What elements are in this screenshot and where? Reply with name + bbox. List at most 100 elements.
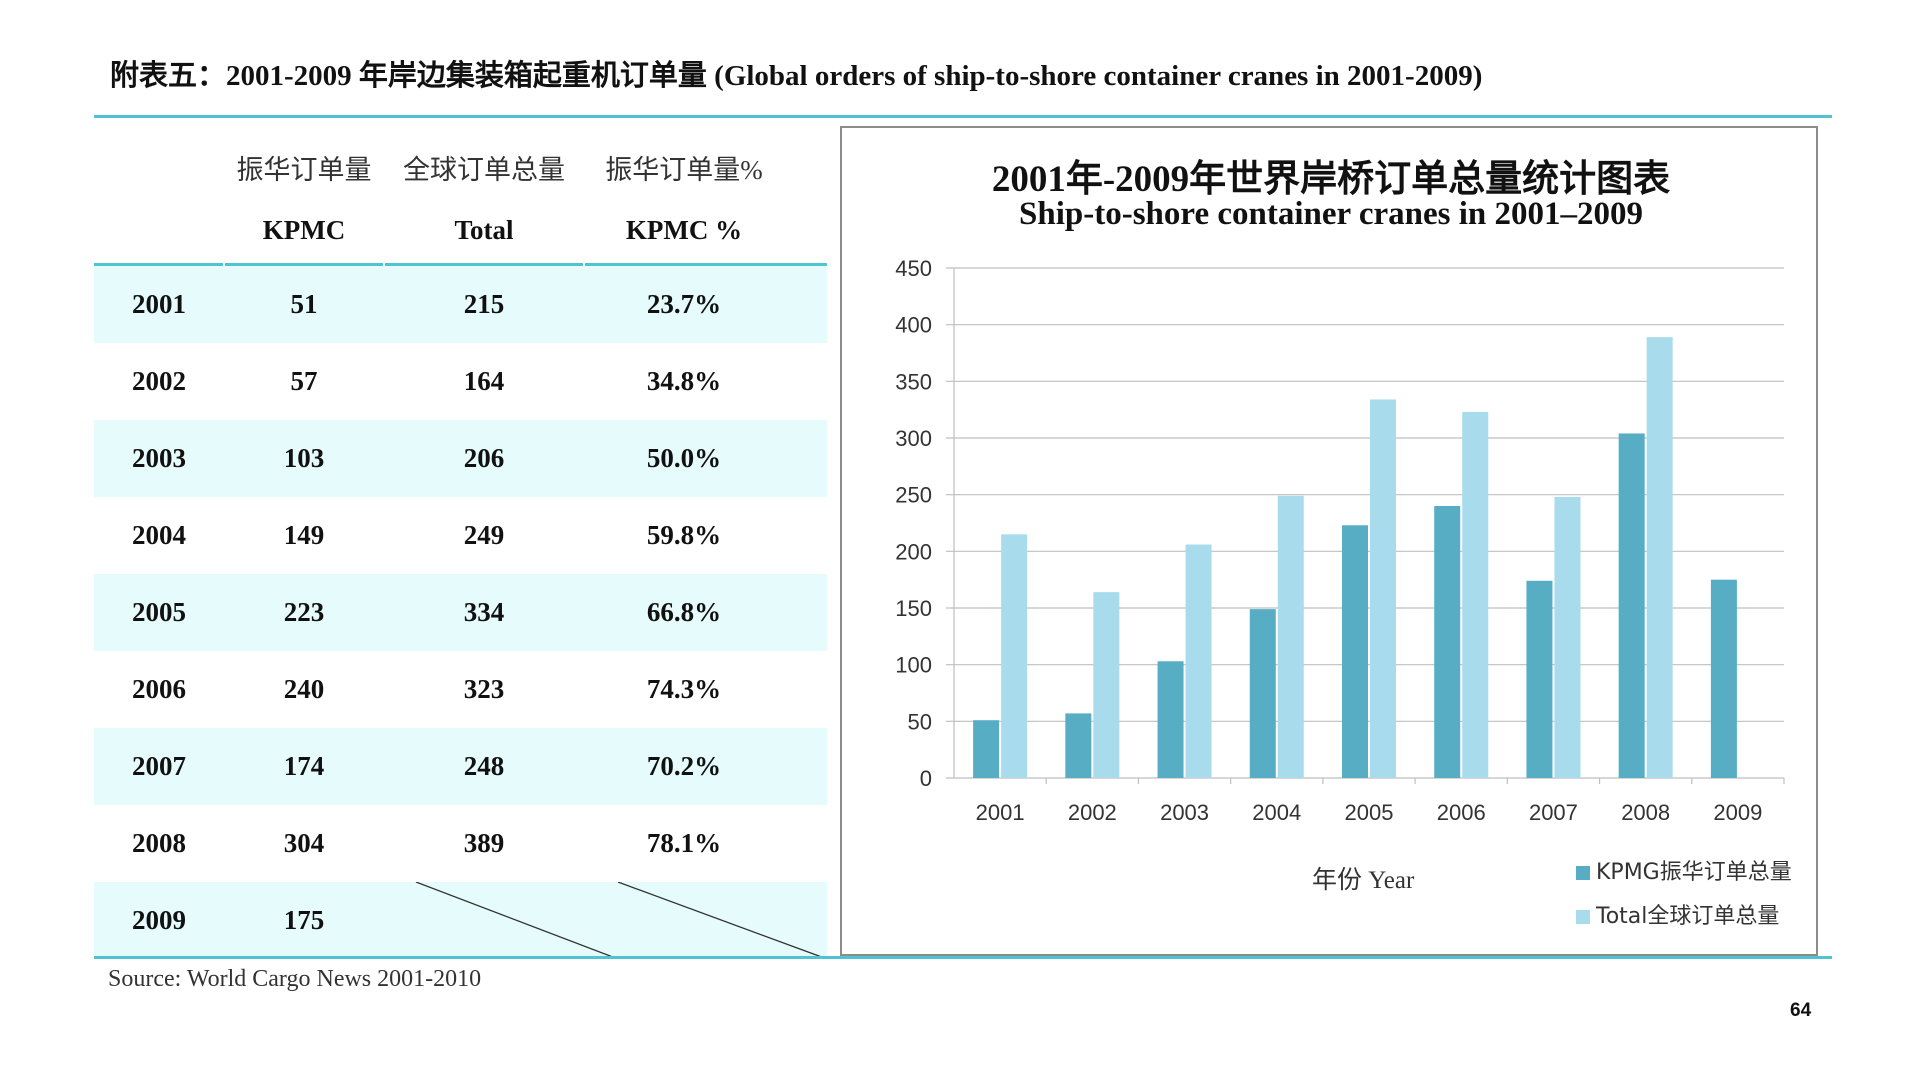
x-tick-label: 2006 bbox=[1437, 800, 1486, 825]
total-cell: 389 bbox=[463, 828, 505, 858]
pct-cell: 23.7% bbox=[646, 289, 722, 319]
pct-cell: 50.0% bbox=[646, 443, 722, 473]
page-number: 64 bbox=[1790, 1000, 1812, 1021]
x-tick-label: 2008 bbox=[1621, 800, 1670, 825]
y-tick-label: 400 bbox=[895, 313, 932, 338]
total-cell bbox=[384, 882, 584, 959]
x-tick-label: 2005 bbox=[1345, 800, 1394, 825]
y-tick-label: 250 bbox=[895, 483, 932, 508]
kpmc-cell: 174 bbox=[283, 751, 325, 781]
table-row: 2005 223 334 66.8% bbox=[94, 574, 827, 651]
bar-kpmc bbox=[1249, 609, 1276, 778]
y-tick-label: 200 bbox=[895, 539, 932, 564]
bar-total bbox=[1462, 411, 1489, 778]
chart-title: 2001年-2009年世界岸桥订单总量统计图表 bbox=[991, 159, 1671, 200]
total-cell: 249 bbox=[463, 520, 505, 550]
y-tick-label: 150 bbox=[895, 596, 932, 621]
bar-total bbox=[1277, 495, 1304, 778]
chart-subtitle: Ship-to-shore container cranes in 2001–2… bbox=[1019, 196, 1643, 232]
year-cell: 2006 bbox=[132, 674, 186, 704]
x-tick-label: 2004 bbox=[1252, 800, 1301, 825]
legend-swatch-kpmc bbox=[1576, 866, 1590, 880]
bar-kpmc bbox=[973, 720, 1000, 778]
y-tick-label: 300 bbox=[895, 426, 932, 451]
table-row: 2007 174 248 70.2% bbox=[94, 728, 827, 805]
pct-cell bbox=[584, 882, 784, 959]
header-kpmc-zh: 振华订单量 bbox=[236, 155, 372, 185]
pct-cell: 78.1% bbox=[646, 828, 722, 858]
y-tick-label: 450 bbox=[895, 256, 932, 281]
kpmc-cell: 240 bbox=[283, 674, 325, 704]
bar-kpmc bbox=[1434, 506, 1461, 778]
pct-cell: 59.8% bbox=[646, 520, 722, 550]
legend-swatch-total bbox=[1576, 910, 1590, 924]
table-row: 2008 304 389 78.1% bbox=[94, 805, 827, 882]
table-row: 2002 57 164 34.8% bbox=[94, 343, 827, 420]
kpmc-cell: 51 bbox=[290, 289, 318, 319]
bar-kpmc bbox=[1342, 525, 1368, 778]
year-cell: 2003 bbox=[132, 443, 186, 473]
source-note: Source: World Cargo News 2001-2010 bbox=[108, 966, 482, 992]
pct-cell: 66.8% bbox=[646, 597, 722, 627]
kpmc-cell: 149 bbox=[283, 520, 325, 550]
year-cell: 2004 bbox=[132, 520, 186, 550]
kpmc-cell: 57 bbox=[290, 366, 318, 396]
bar-total bbox=[1554, 496, 1581, 778]
x-axis-title: 年份 Year bbox=[1312, 867, 1415, 894]
year-cell: 2007 bbox=[132, 751, 186, 781]
chart-panel: 2001年-2009年世界岸桥订单总量统计图表 Ship-to-shore co… bbox=[840, 126, 1818, 956]
total-cell: 323 bbox=[463, 674, 505, 704]
kpmc-cell: 304 bbox=[283, 828, 325, 858]
total-cell: 206 bbox=[463, 443, 505, 473]
bar-total bbox=[1185, 544, 1212, 778]
bar-kpmc bbox=[1526, 580, 1553, 778]
year-cell: 2002 bbox=[132, 366, 186, 396]
bar-kpmc bbox=[1618, 433, 1645, 778]
table-row: 2001 51 215 23.7% bbox=[94, 266, 827, 343]
kpmc-cell: 223 bbox=[283, 597, 325, 627]
bar-total bbox=[1093, 592, 1120, 778]
total-cell: 164 bbox=[463, 366, 505, 396]
legend-label-total: Total全球订单总量 bbox=[1596, 904, 1780, 929]
header-total: Total bbox=[454, 215, 514, 245]
kpmc-cell: 103 bbox=[283, 443, 325, 473]
table-header-row-chinese: 振华订单量 全球订单总量 振华订单量% bbox=[94, 140, 827, 200]
bar-kpmc bbox=[1710, 579, 1737, 778]
header-kpmc: KPMC bbox=[262, 215, 346, 245]
page-title: 附表五：2001-2009 年岸边集装箱起重机订单量 (Global order… bbox=[110, 60, 1483, 92]
total-cell: 215 bbox=[463, 289, 505, 319]
header-pct-zh: 振华订单量% bbox=[605, 155, 763, 185]
header-total-zh: 全球订单总量 bbox=[403, 155, 565, 185]
bar-chart: 0 50 100 150 200 250 300 350 400 450 2001 2002 2003 2… bbox=[895, 256, 1785, 825]
bar-total bbox=[1370, 399, 1396, 778]
bar-total bbox=[1001, 534, 1028, 778]
kpmc-cell: 175 bbox=[283, 905, 325, 935]
bottom-divider bbox=[94, 956, 1832, 959]
pct-cell: 34.8% bbox=[646, 366, 722, 396]
table-body: 2001 51 215 23.7% 2002 57 164 34.8% 2003… bbox=[94, 266, 827, 959]
year-cell: 2009 bbox=[132, 905, 186, 935]
y-tick-label: 350 bbox=[895, 369, 932, 394]
y-tick-label: 0 bbox=[920, 766, 932, 791]
year-cell: 2008 bbox=[132, 828, 186, 858]
y-tick-label: 50 bbox=[908, 709, 932, 734]
table-row: 2004 149 249 59.8% bbox=[94, 497, 827, 574]
top-divider bbox=[94, 115, 1832, 118]
year-cell: 2001 bbox=[132, 289, 186, 319]
legend-label-kpmc: KPMG振华订单总量 bbox=[1596, 860, 1792, 885]
x-tick-label: 2002 bbox=[1068, 800, 1117, 825]
bar-kpmc bbox=[1065, 713, 1092, 778]
orders-table: 振华订单量 全球订单总量 振华订单量% KPMC Total KPMC % 20… bbox=[94, 140, 827, 959]
bar-total bbox=[1646, 337, 1673, 778]
header-divider bbox=[94, 263, 827, 266]
table-row: 2009 175 bbox=[94, 882, 827, 959]
table-row: 2003 103 206 50.0% bbox=[94, 420, 827, 497]
x-tick-label: 2001 bbox=[976, 800, 1025, 825]
header-pct: KPMC % bbox=[625, 215, 743, 245]
x-tick-label: 2003 bbox=[1160, 800, 1209, 825]
year-cell: 2005 bbox=[132, 597, 186, 627]
table-row: 2006 240 323 74.3% bbox=[94, 651, 827, 728]
pct-cell: 70.2% bbox=[646, 751, 722, 781]
total-cell: 248 bbox=[463, 751, 505, 781]
bar-kpmc bbox=[1157, 661, 1184, 778]
